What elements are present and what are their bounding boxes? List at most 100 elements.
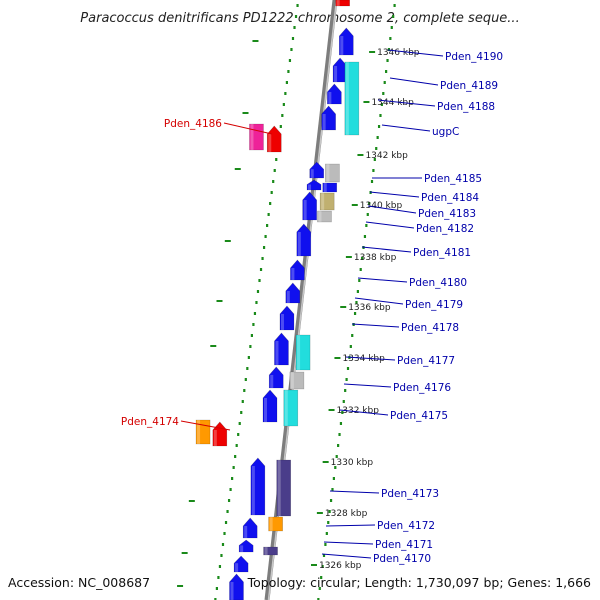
gene-highlight xyxy=(345,62,349,135)
gene-feature[interactable] xyxy=(338,27,354,56)
guide-dot xyxy=(366,213,369,216)
gene-feature[interactable] xyxy=(309,161,325,179)
gene-feature[interactable] xyxy=(238,539,254,553)
guide-dot xyxy=(377,125,381,128)
gene-feature[interactable] xyxy=(233,555,249,573)
gene-highlight xyxy=(326,164,330,182)
gene-label-pden_4181[interactable]: Pden_4181 xyxy=(413,247,471,259)
gene-feature[interactable] xyxy=(335,0,350,7)
guide-dot xyxy=(325,532,328,535)
gene-label-pden_4182[interactable]: Pden_4182 xyxy=(416,223,474,235)
gene-highlight xyxy=(244,526,248,538)
gene-label-pden_4190[interactable]: Pden_4190 xyxy=(445,51,503,63)
gene-feature[interactable] xyxy=(212,421,228,447)
gene-label-pden_4171[interactable]: Pden_4171 xyxy=(375,539,433,551)
gene-feature[interactable] xyxy=(325,163,340,183)
gene-feature[interactable] xyxy=(263,546,278,556)
guide-dash xyxy=(252,40,259,42)
gene-feature[interactable] xyxy=(306,179,322,191)
gene-highlight xyxy=(269,517,273,531)
guide-dot xyxy=(368,202,371,205)
gene-feature[interactable] xyxy=(279,305,295,331)
gene-highlight xyxy=(328,92,332,104)
gene-feature[interactable] xyxy=(274,332,289,366)
gene-feature[interactable] xyxy=(276,459,292,517)
gene-feature[interactable] xyxy=(317,210,332,223)
guide-dot xyxy=(345,378,348,381)
guide-dash xyxy=(181,552,188,554)
gene-label-pden_4178[interactable]: Pden_4178 xyxy=(401,322,459,334)
guide-dot xyxy=(321,565,324,568)
leader-line xyxy=(354,297,404,305)
leader-line xyxy=(377,99,436,107)
guide-dot xyxy=(272,180,275,183)
guide-dot xyxy=(266,224,269,227)
gene-feature[interactable] xyxy=(327,83,342,105)
gene-label-pden_4185[interactable]: Pden_4185 xyxy=(424,173,482,185)
kbp-tick-label: 1344 kbp xyxy=(371,98,414,108)
gene-label-pden_4177[interactable]: Pden_4177 xyxy=(397,355,455,367)
gene-feature[interactable] xyxy=(262,389,278,423)
gene-feature[interactable] xyxy=(250,457,266,516)
guide-dot xyxy=(331,488,334,491)
gene-label-pden_4170[interactable]: Pden_4170 xyxy=(373,553,431,565)
guide-dot xyxy=(329,499,333,502)
gene-feature[interactable] xyxy=(319,192,335,211)
guide-dot xyxy=(224,521,228,524)
guide-dot xyxy=(291,37,295,40)
gene-feature[interactable] xyxy=(302,191,317,221)
gene-feature[interactable] xyxy=(321,105,336,131)
gene-feature[interactable] xyxy=(249,123,264,151)
guide-dot xyxy=(250,334,253,337)
guide-dot xyxy=(218,565,222,568)
guide-dot xyxy=(269,202,272,205)
gene-feature[interactable] xyxy=(229,573,244,600)
gene-label-pden_4184[interactable]: Pden_4184 xyxy=(421,192,479,204)
gene-label-pden_4180[interactable]: Pden_4180 xyxy=(409,277,467,289)
kbp-tick-label: 1330 kbp xyxy=(331,458,374,468)
gene-label-pden_4174[interactable]: Pden_4174 xyxy=(121,416,179,428)
gene-feature[interactable] xyxy=(285,282,301,304)
guide-dot xyxy=(246,367,249,370)
gene-label-pden_4172[interactable]: Pden_4172 xyxy=(377,520,435,532)
guide-dot xyxy=(346,367,350,370)
gene-feature[interactable] xyxy=(295,334,311,371)
accession-text: Accession: NC_008687 xyxy=(8,575,150,590)
gene-feature[interactable] xyxy=(283,389,299,427)
guide-dot xyxy=(335,455,338,458)
guide-dot xyxy=(382,92,385,95)
gene-feature[interactable] xyxy=(242,517,258,539)
gene-feature[interactable] xyxy=(322,182,338,193)
gene-label-pden_4189[interactable]: Pden_4189 xyxy=(440,80,498,92)
guide-dot xyxy=(253,312,257,315)
gene-feature[interactable] xyxy=(289,371,305,390)
guide-dot xyxy=(241,400,244,403)
gene-feature[interactable] xyxy=(290,259,305,281)
gene-feature[interactable] xyxy=(344,61,360,136)
gene-feature[interactable] xyxy=(268,366,284,389)
gene-feature[interactable] xyxy=(268,516,283,532)
guide-dot xyxy=(288,59,292,62)
gene-highlight xyxy=(270,375,274,388)
guide-dot xyxy=(390,26,393,29)
gene-feature[interactable] xyxy=(296,223,312,257)
gene-feature[interactable] xyxy=(266,125,282,153)
kbp-tick-mark xyxy=(345,256,352,258)
gene-label-pden_4176[interactable]: Pden_4176 xyxy=(393,382,451,394)
gene-label-ugpc[interactable]: ugpC xyxy=(432,126,459,138)
guide-dot xyxy=(370,180,374,183)
guide-dot xyxy=(255,301,258,304)
gene-highlight xyxy=(297,232,301,256)
kbp-tick-mark xyxy=(340,306,347,308)
gene-label-pden_4188[interactable]: Pden_4188 xyxy=(437,101,495,113)
gene-label-pden_4186[interactable]: Pden_4186 xyxy=(164,118,222,130)
gene-label-pden_4183[interactable]: Pden_4183 xyxy=(418,208,476,220)
gene-label-pden_4179[interactable]: Pden_4179 xyxy=(405,299,463,311)
gene-label-pden_4175[interactable]: Pden_4175 xyxy=(390,410,448,422)
gene-label-pden_4173[interactable]: Pden_4173 xyxy=(381,488,439,500)
guide-dot xyxy=(328,510,331,513)
gene-highlight xyxy=(334,66,338,82)
leader-line xyxy=(323,541,374,545)
gene-highlight xyxy=(308,184,312,190)
guide-dot xyxy=(284,92,287,95)
